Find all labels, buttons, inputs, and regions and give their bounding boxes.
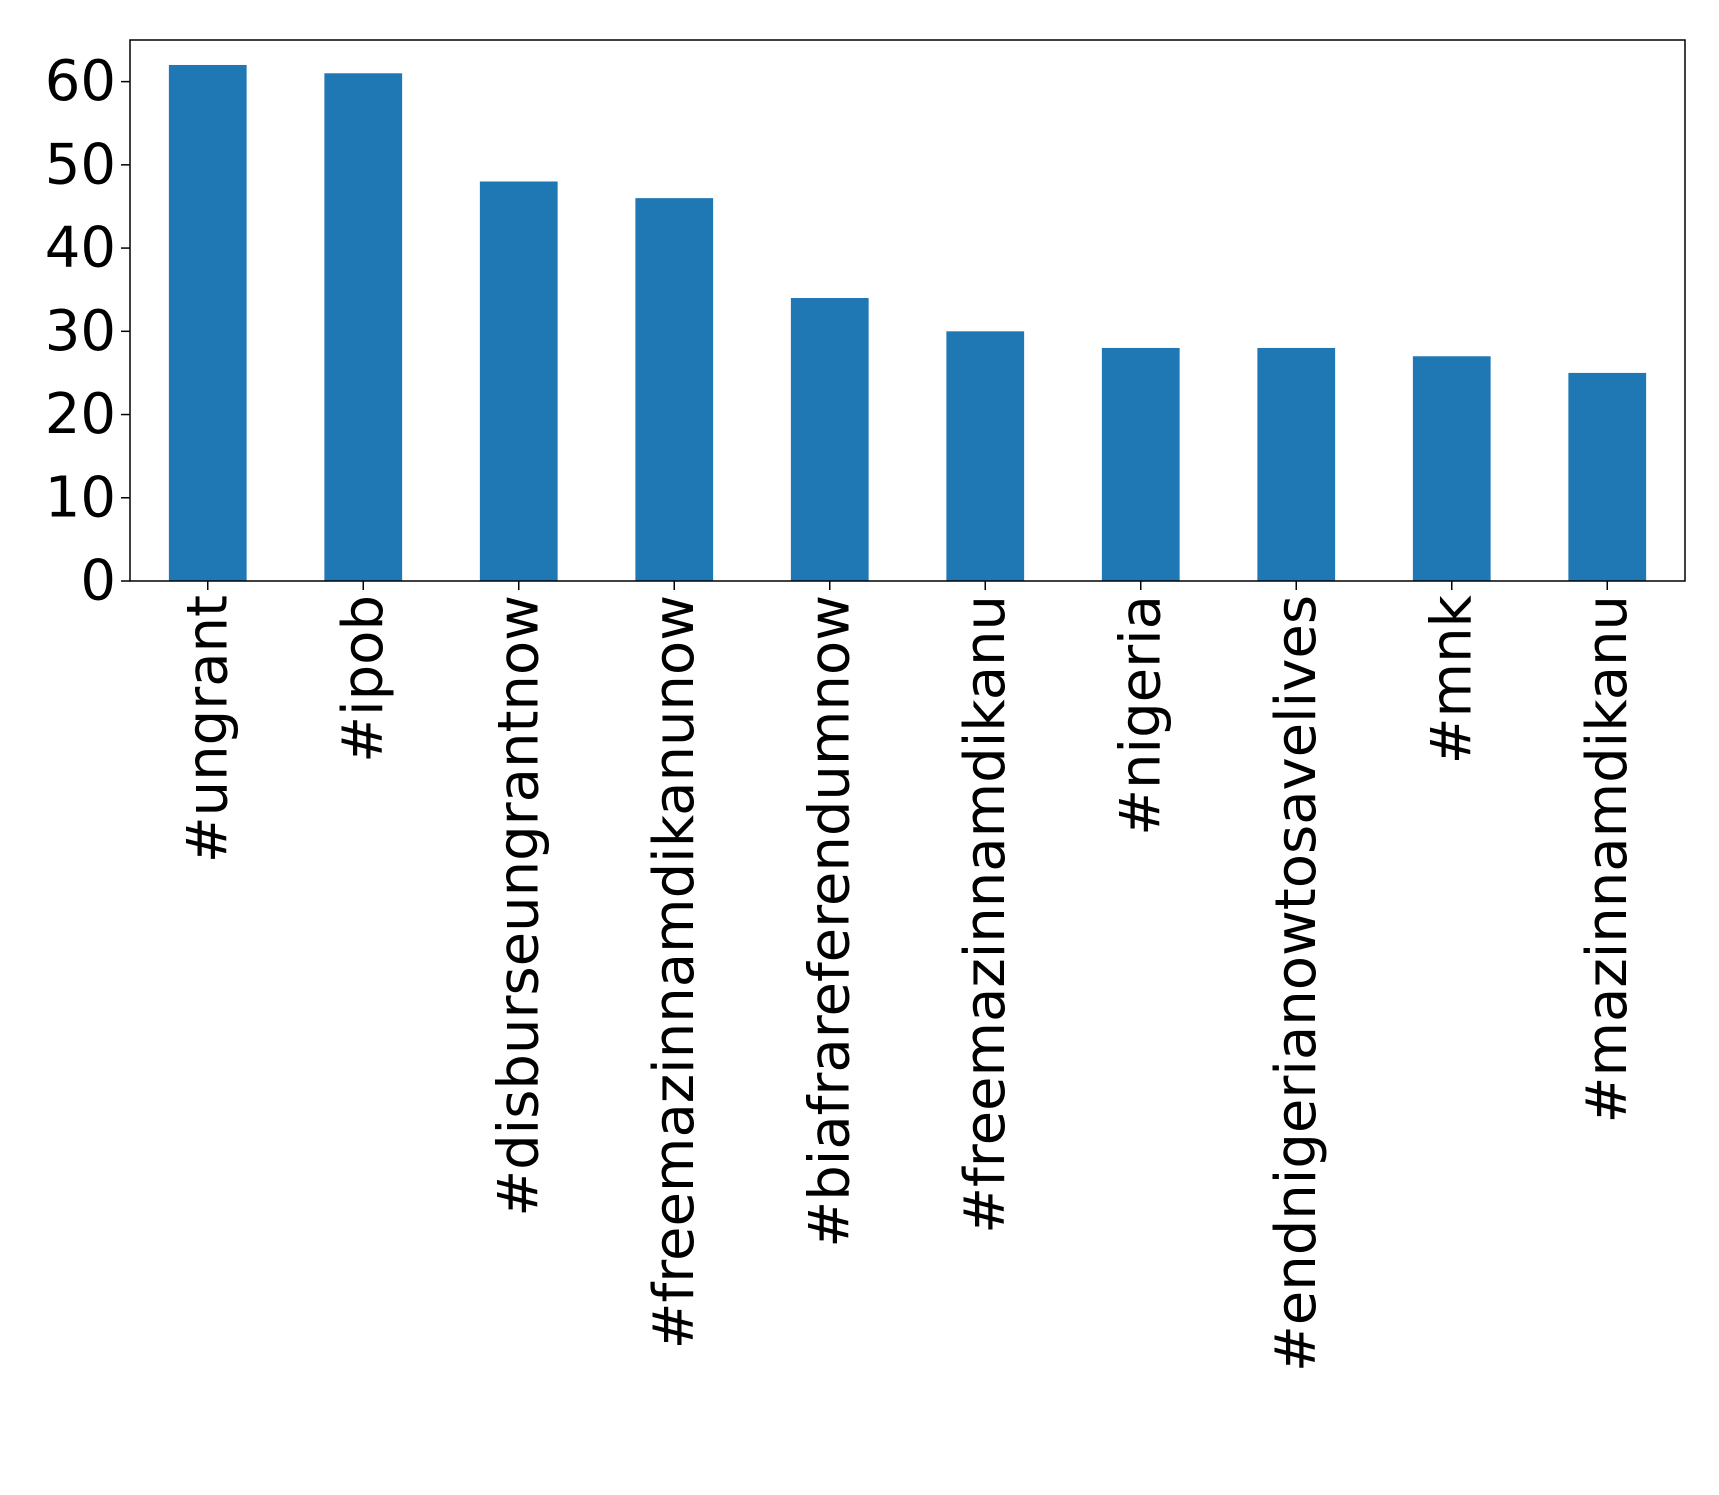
x-axis: #ungrant #ipob #disburseungrantnow #freemaz… <box>175 581 1640 1372</box>
x-tick-label: #ipob <box>331 595 396 763</box>
x-tick-label: #nigeria <box>1108 595 1173 836</box>
y-tick-label: 20 <box>45 382 116 447</box>
bar <box>479 181 558 582</box>
bar <box>1412 356 1491 581</box>
x-tick-label: #biafrareferendumnow <box>797 595 862 1248</box>
x-tick-label: #endnigerianowtosavelives <box>1264 595 1329 1372</box>
bar <box>1257 347 1336 581</box>
y-tick-label: 60 <box>45 49 116 114</box>
bar <box>324 73 403 581</box>
y-tick-label: 0 <box>80 549 116 614</box>
x-tick-label: #mnk <box>1419 594 1484 764</box>
y-tick-label: 40 <box>45 216 116 281</box>
bar <box>1568 372 1647 581</box>
y-tick-label: 50 <box>45 132 116 197</box>
bar <box>946 331 1025 581</box>
x-tick-label: #freemazinnamdikanunow <box>642 595 707 1349</box>
bars-group <box>168 64 1647 582</box>
bar <box>1101 347 1180 581</box>
x-tick-label: #freemazinnamdikanu <box>953 595 1018 1234</box>
x-tick-label: #mazinnamdikanu <box>1575 595 1640 1123</box>
bar <box>635 198 714 581</box>
y-axis: 0 10 20 30 40 50 60 <box>45 49 130 614</box>
y-tick-label: 30 <box>45 299 116 364</box>
plot-area-frame <box>129 39 1686 582</box>
x-tick-label: #ungrant <box>175 595 240 863</box>
x-tick-label: #disburseungrantnow <box>486 595 551 1217</box>
bar <box>790 298 869 581</box>
y-tick-label: 10 <box>45 465 116 530</box>
bar <box>168 64 247 582</box>
